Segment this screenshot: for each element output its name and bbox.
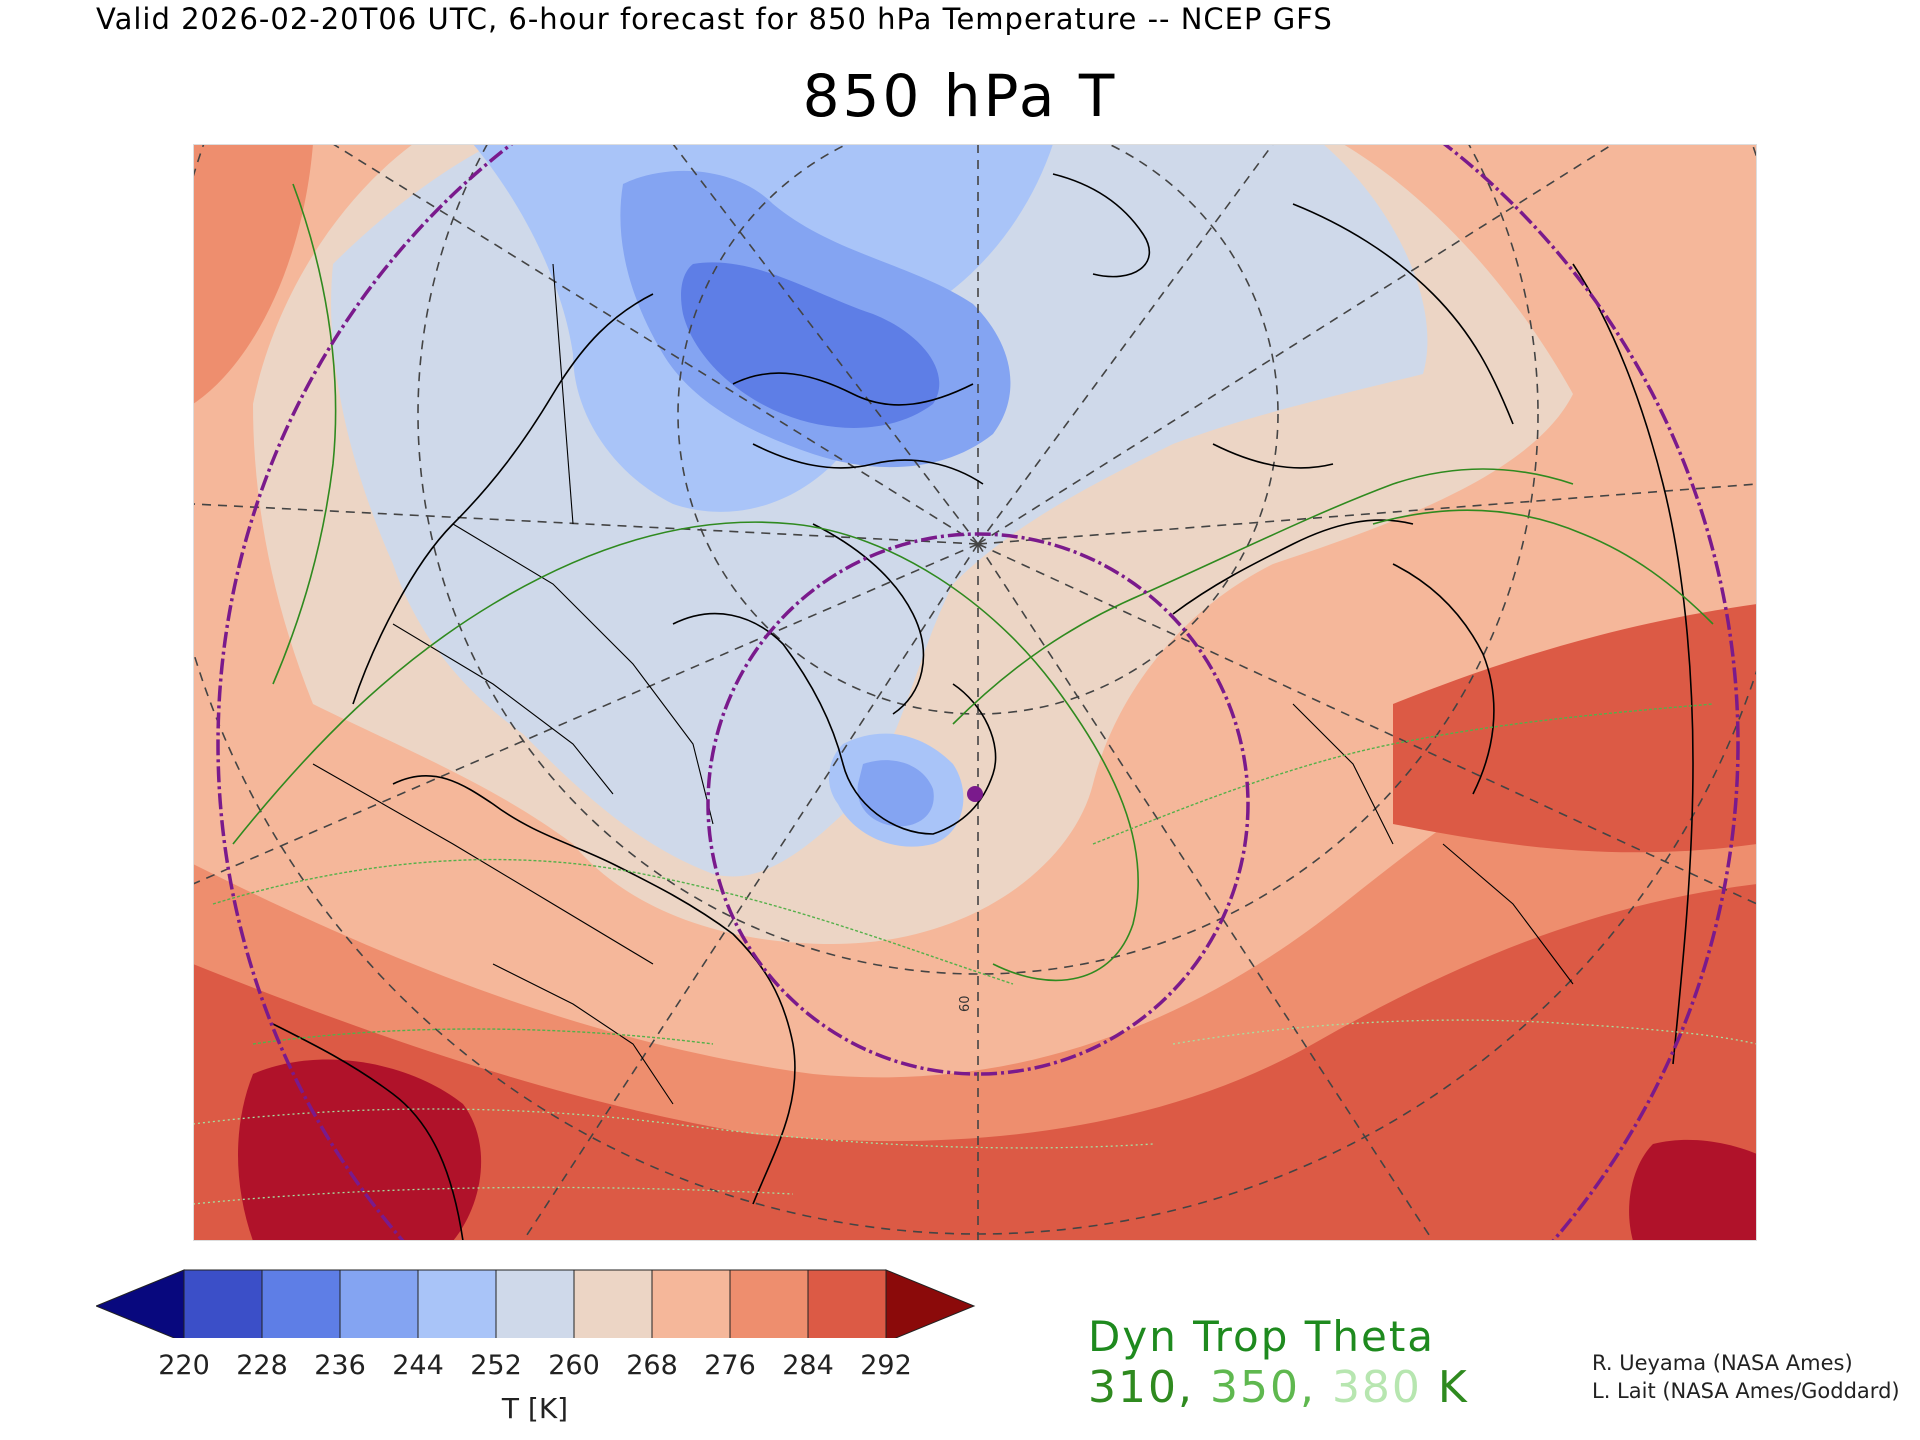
credit-line-2: L. Lait (NASA Ames/Goddard) bbox=[1592, 1379, 1900, 1403]
field-284 bbox=[193, 884, 1757, 1241]
colorbar-cell bbox=[417, 1269, 497, 1338]
graticule bbox=[193, 144, 1757, 1241]
colorbar-tick-label: 260 bbox=[548, 1350, 600, 1381]
colorbar-tick-label: 292 bbox=[860, 1350, 912, 1381]
colorbar-tick-label: 252 bbox=[470, 1350, 522, 1381]
colorbar-cell bbox=[183, 1269, 263, 1338]
colorbar-cell bbox=[261, 1269, 341, 1338]
field-276-nw bbox=[193, 144, 313, 404]
coastlines bbox=[272, 173, 1694, 1241]
temperature-map: 60 bbox=[193, 144, 1757, 1241]
colorbar-units: T [K] bbox=[501, 1392, 569, 1425]
colorbar-cell bbox=[339, 1269, 419, 1338]
colorbar-cell bbox=[651, 1269, 731, 1338]
colorbar-tick-label: 244 bbox=[392, 1350, 444, 1381]
theta-380-contours bbox=[193, 1019, 1757, 1205]
field-284-east bbox=[1393, 604, 1757, 853]
temperature-colorbar bbox=[96, 1269, 976, 1338]
colorbar-over-arrow bbox=[885, 1269, 976, 1338]
colorbar-tick-label: 268 bbox=[626, 1350, 678, 1381]
graticule-label-60: 60 bbox=[958, 995, 973, 1012]
valid-time-header: Valid 2026-02-20T06 UTC, 6-hour forecast… bbox=[96, 2, 1333, 36]
field-236-hudson bbox=[857, 760, 934, 827]
theta-310-contours bbox=[232, 183, 1714, 982]
colorbar-cell bbox=[729, 1269, 809, 1338]
legend-title: Dyn Trop Theta bbox=[1088, 1312, 1436, 1361]
legend-value-380: 380 bbox=[1331, 1362, 1422, 1413]
colorbar-cell bbox=[807, 1269, 887, 1338]
credit-line-1: R. Ueyama (NASA Ames) bbox=[1592, 1351, 1853, 1375]
colorbar-tick-label: 276 bbox=[704, 1350, 756, 1381]
colorbar-cell bbox=[495, 1269, 575, 1338]
colorbar-tick-label: 284 bbox=[782, 1350, 834, 1381]
theta-350-contours bbox=[212, 703, 1714, 1045]
colorbar-tick-label: 220 bbox=[158, 1350, 210, 1381]
colorbar-cell bbox=[573, 1269, 653, 1338]
colorbar-tick-label: 228 bbox=[236, 1350, 288, 1381]
legend-value-350: 350, bbox=[1209, 1362, 1316, 1413]
colorbar-under-arrow bbox=[96, 1269, 185, 1338]
station-marker bbox=[967, 786, 983, 802]
colorbar-tick-label: 236 bbox=[314, 1350, 366, 1381]
legend-value-310: 310, bbox=[1088, 1362, 1194, 1413]
field-228 bbox=[681, 262, 940, 428]
legend-values: 310, 350, 380 K bbox=[1088, 1362, 1469, 1413]
legend-unit: K bbox=[1437, 1362, 1469, 1413]
field-gt292-se bbox=[1629, 1139, 1757, 1241]
range-rings bbox=[216, 144, 1740, 1241]
boundaries bbox=[312, 263, 1574, 1105]
map-title: 850 hPa T bbox=[802, 62, 1118, 130]
